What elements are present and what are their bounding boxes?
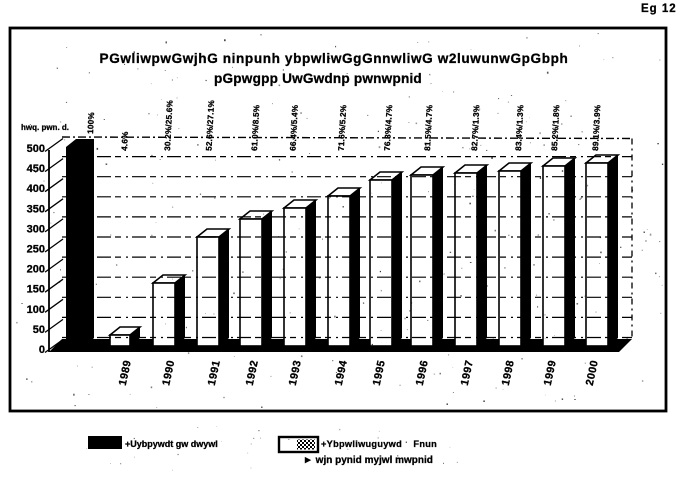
svg-text:400: 400	[27, 183, 45, 195]
svg-text:0: 0	[39, 344, 45, 356]
svg-text:4.6%: 4.6%	[120, 131, 130, 151]
svg-text:► wjn pynid myjwl mwpnid: ► wjn pynid myjwl mwpnid	[303, 455, 433, 466]
svg-text:100%: 100%	[86, 111, 96, 134]
svg-text:pGpwgpp UwGwdnp pwnwpnid: pGpwgpp UwGwdnp pwnwpnid	[214, 71, 422, 86]
svg-text:500: 500	[27, 143, 45, 155]
svg-text:250: 250	[27, 244, 45, 256]
svg-text:450: 450	[27, 163, 45, 175]
svg-text:+Uybpywdt gw dwywl: +Uybpywdt gw dwywl	[125, 439, 218, 449]
svg-text:hwq. pwn. d.: hwq. pwn. d.	[21, 123, 69, 132]
svg-text:+Ybpwliwuguywd Fnun: +Ybpwliwuguywd Fnun	[321, 439, 437, 449]
svg-text:350: 350	[27, 203, 45, 215]
svg-text:50: 50	[33, 324, 45, 336]
svg-text:100: 100	[27, 304, 45, 316]
svg-text:PGwliwpwGwjhG ninpunh ybpwliwG: PGwliwpwGwjhG ninpunh ybpwliwGgGnnwliwG …	[100, 51, 569, 66]
svg-text:Eg 12: Eg 12	[641, 3, 677, 15]
svg-text:300: 300	[27, 223, 45, 235]
svg-text:150: 150	[27, 284, 45, 296]
svg-text:200: 200	[27, 264, 45, 276]
